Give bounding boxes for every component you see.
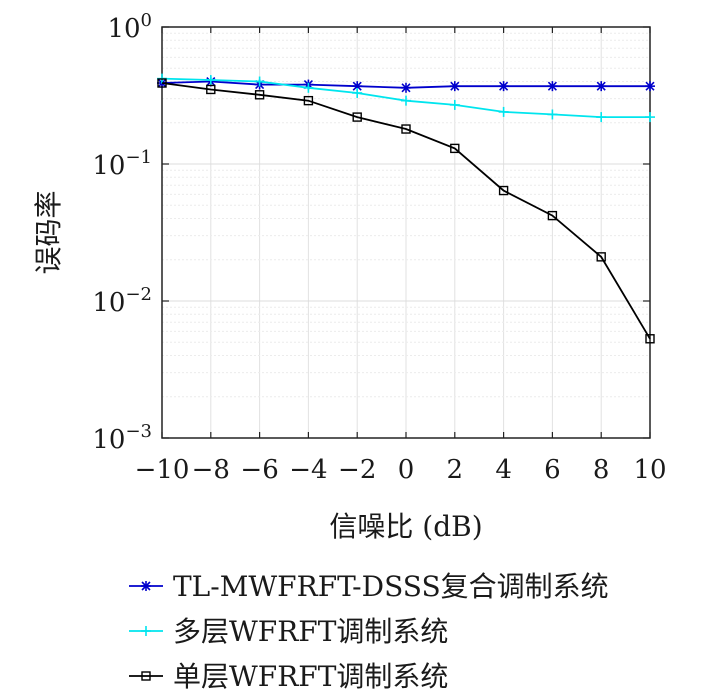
data-point bbox=[352, 87, 363, 98]
data-point bbox=[141, 671, 151, 681]
data-point-stroke bbox=[401, 83, 411, 93]
data-point-stroke bbox=[547, 81, 557, 91]
y-tick-exponent: −1 bbox=[125, 147, 152, 168]
legend-label: 多层WFRFT调制系统 bbox=[173, 615, 448, 648]
y-tick-base: 10 bbox=[92, 425, 125, 455]
data-point bbox=[206, 84, 216, 95]
y-tick-label: 10−3 bbox=[92, 421, 152, 455]
data-point-stroke bbox=[450, 81, 460, 91]
y-tick-exponent: −3 bbox=[125, 421, 152, 442]
data-point bbox=[498, 106, 509, 117]
x-tick-label: −4 bbox=[289, 455, 327, 485]
legend-label: TL-MWFRFT-DSSS复合调制系统 bbox=[173, 570, 609, 603]
data-point bbox=[141, 581, 151, 591]
data-point bbox=[352, 81, 363, 92]
data-point bbox=[596, 112, 607, 123]
series-layer bbox=[157, 73, 655, 344]
y-tick-base: 10 bbox=[107, 14, 140, 44]
series-3 bbox=[157, 78, 655, 344]
x-tick-label: 2 bbox=[447, 455, 464, 485]
data-point bbox=[141, 626, 151, 636]
y-axis-label: 误码率 bbox=[32, 190, 65, 274]
y-tick-base: 10 bbox=[92, 151, 125, 181]
data-point bbox=[596, 252, 606, 262]
data-point bbox=[254, 90, 265, 100]
data-point bbox=[547, 81, 558, 92]
y-tick-label: 10−1 bbox=[92, 147, 152, 181]
data-point bbox=[596, 81, 607, 92]
data-point-stroke bbox=[352, 81, 362, 91]
legend-item: TL-MWFRFT-DSSS复合调制系统 bbox=[129, 570, 609, 603]
x-tick-label: 8 bbox=[593, 455, 610, 485]
data-point bbox=[401, 82, 411, 93]
x-tick-label: −6 bbox=[240, 455, 278, 485]
data-point bbox=[157, 78, 167, 88]
data-point bbox=[449, 81, 460, 92]
x-tick-label: 0 bbox=[398, 455, 415, 485]
data-point bbox=[450, 143, 460, 154]
legend: TL-MWFRFT-DSSS复合调制系统多层WFRFT调制系统单层WFRFT调制… bbox=[129, 570, 609, 693]
data-point bbox=[352, 112, 362, 122]
y-tick-exponent: −2 bbox=[125, 284, 152, 305]
x-tick-label: 6 bbox=[544, 455, 561, 485]
x-tick-label: −8 bbox=[192, 455, 230, 485]
data-point bbox=[303, 82, 314, 93]
data-point bbox=[547, 109, 558, 120]
data-point bbox=[401, 124, 411, 134]
y-tick-exponent: 0 bbox=[141, 10, 152, 31]
data-point bbox=[547, 210, 558, 221]
data-point bbox=[645, 334, 655, 344]
x-tick-label: 4 bbox=[495, 455, 512, 485]
x-axis-label: 信噪比 (dB) bbox=[329, 510, 482, 543]
data-point bbox=[205, 75, 216, 86]
data-point bbox=[401, 95, 411, 106]
x-tick-label: 10 bbox=[633, 455, 666, 485]
legend-label: 单层WFRFT调制系统 bbox=[173, 660, 448, 693]
data-point bbox=[498, 81, 509, 92]
y-tick-label: 100 bbox=[107, 10, 152, 44]
data-point bbox=[254, 76, 265, 87]
y-tick-base: 10 bbox=[92, 288, 125, 318]
y-tick-label: 10−2 bbox=[92, 284, 152, 318]
data-point bbox=[498, 185, 509, 196]
data-point bbox=[449, 99, 460, 110]
series-line bbox=[161, 82, 651, 340]
data-point-stroke bbox=[645, 81, 655, 91]
legend-item: 单层WFRFT调制系统 bbox=[129, 660, 448, 693]
data-point bbox=[645, 112, 655, 123]
data-point-stroke bbox=[141, 581, 151, 591]
data-point-stroke bbox=[596, 81, 606, 91]
x-tick-label: −10 bbox=[135, 455, 190, 485]
legend-item: 多层WFRFT调制系统 bbox=[129, 615, 448, 648]
data-point bbox=[645, 81, 655, 92]
data-point bbox=[303, 95, 314, 106]
x-tick-label: −2 bbox=[338, 455, 376, 485]
data-point-stroke bbox=[499, 81, 509, 91]
